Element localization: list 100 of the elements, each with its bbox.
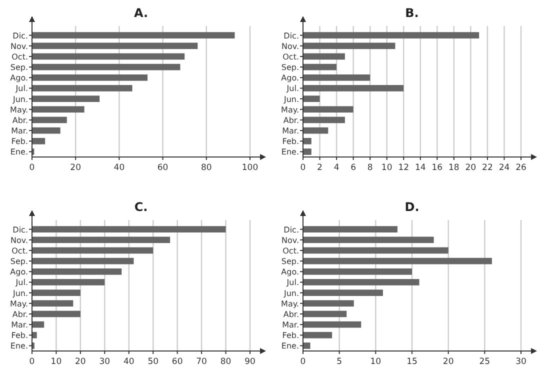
y-tick-label: Sep. <box>281 257 299 266</box>
bar <box>32 247 154 254</box>
y-tick-label: Ene. <box>281 148 299 157</box>
y-tick-label: Jul. <box>286 278 299 288</box>
y-tick-label: Jun. <box>12 94 28 104</box>
bar <box>303 74 370 81</box>
y-tick-label: Abr. <box>12 116 28 125</box>
bar <box>32 74 148 81</box>
bar <box>303 138 312 144</box>
y-tick-label: Sep. <box>10 257 28 266</box>
chart-title: D. <box>404 200 420 214</box>
x-tick-label: 80 <box>200 163 212 173</box>
y-tick-label: Nov. <box>281 42 299 51</box>
bar <box>32 332 37 338</box>
x-tick-label: 8 <box>367 163 373 173</box>
x-tick-label: 12 <box>398 163 410 173</box>
x-tick-label: 40 <box>114 163 125 173</box>
bar <box>32 310 80 318</box>
x-tick-label: 18 <box>448 163 460 173</box>
x-tick-label: 22 <box>482 163 493 173</box>
x-tick-label: 0 <box>29 163 35 173</box>
bar <box>303 258 492 264</box>
y-tick-label: Ago. <box>281 74 299 83</box>
y-tick-label: Oct. <box>282 246 299 256</box>
x-tick-label: 15 <box>406 357 418 367</box>
x-tick-label: 20 <box>442 357 454 367</box>
bar <box>303 127 328 134</box>
bar <box>32 116 67 124</box>
x-tick-label: 30 <box>99 357 110 367</box>
bar <box>32 236 170 244</box>
y-tick-label: Oct. <box>282 52 299 62</box>
y-tick-label: Nov. <box>10 42 28 51</box>
bar <box>303 116 345 124</box>
bar <box>32 290 80 296</box>
chart-title: A. <box>134 6 148 20</box>
y-tick-label: May. <box>10 105 28 114</box>
y-tick-label: Ene. <box>281 342 299 351</box>
bar <box>32 268 122 275</box>
bar <box>303 53 345 60</box>
x-tick-label: 20 <box>465 163 476 173</box>
y-tick-label: Oct. <box>12 246 28 256</box>
x-tick-label: 26 <box>516 163 526 173</box>
y-tick-label: May. <box>281 299 299 308</box>
y-tick-label: Sep. <box>10 63 28 72</box>
x-tick-label: 6 <box>350 163 356 173</box>
y-tick-label: Ago. <box>281 268 299 277</box>
x-tick-label: 40 <box>123 357 134 367</box>
x-tick-label: 0 <box>300 357 306 367</box>
bar <box>303 247 448 254</box>
y-tick-label: Jun. <box>12 288 28 298</box>
x-tick-label: 30 <box>516 357 526 367</box>
y-tick-label: Ago. <box>10 268 28 277</box>
y-tick-label: Feb. <box>11 137 28 146</box>
y-tick-label: Jul. <box>14 278 28 288</box>
y-tick-label: Dic. <box>284 225 299 234</box>
bar <box>303 236 434 244</box>
y-tick-label: Mar. <box>11 320 28 330</box>
x-tick-label: 50 <box>148 357 159 367</box>
bar <box>32 279 105 286</box>
bar <box>303 85 404 92</box>
x-tick-label: 10 <box>370 357 382 367</box>
x-tick-label: 24 <box>498 163 510 173</box>
bar <box>32 258 134 264</box>
x-tick-label: 60 <box>172 357 183 367</box>
y-tick-label: May. <box>10 299 28 308</box>
x-tick-label: 5 <box>336 357 342 367</box>
y-tick-label: Dic. <box>12 225 28 234</box>
bar <box>303 148 312 155</box>
y-tick-label: Dic. <box>12 31 28 40</box>
y-tick-label: Jul. <box>14 84 28 94</box>
x-tick-label: 20 <box>70 163 82 173</box>
bar <box>303 332 332 338</box>
y-tick-label: Oct. <box>12 52 28 62</box>
x-tick-label: 0 <box>300 163 306 173</box>
y-tick-label: Jul. <box>286 84 299 94</box>
bar <box>303 42 396 50</box>
bar <box>303 279 420 286</box>
bar <box>32 96 100 102</box>
y-tick-label: Ago. <box>10 74 28 83</box>
y-tick-label: Jun. <box>282 288 299 298</box>
x-tick-label: 100 <box>242 163 258 173</box>
x-tick-label: 60 <box>157 163 168 173</box>
bar <box>303 321 362 328</box>
y-tick-label: Sep. <box>281 63 299 72</box>
x-tick-label: 10 <box>50 357 62 367</box>
x-tick-label: 80 <box>220 357 232 367</box>
bar <box>32 300 74 307</box>
x-tick-label: 16 <box>432 163 443 173</box>
bar <box>32 64 180 70</box>
bar <box>32 127 60 134</box>
bar <box>32 32 235 38</box>
bar <box>32 42 198 50</box>
x-tick-label: 10 <box>381 163 392 173</box>
y-tick-label: Abr. <box>283 116 299 125</box>
bar <box>303 106 354 113</box>
bar <box>303 226 398 232</box>
y-tick-label: Ene. <box>10 148 28 157</box>
x-tick-label: 90 <box>244 357 256 367</box>
y-tick-label: Feb. <box>11 331 28 340</box>
x-tick-label: 20 <box>75 357 86 367</box>
